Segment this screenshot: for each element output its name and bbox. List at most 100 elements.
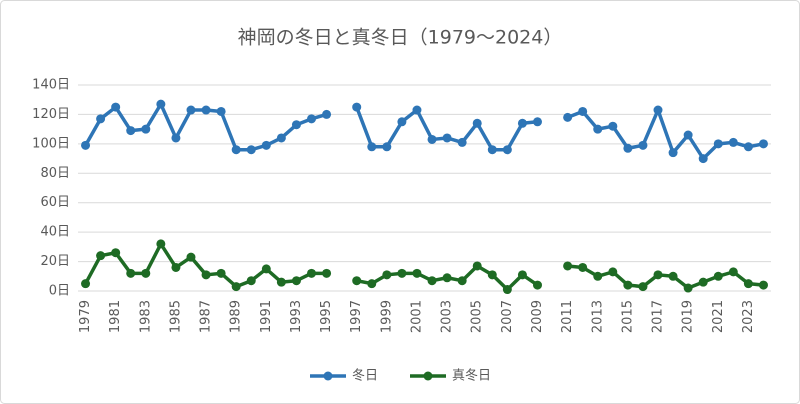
data-point xyxy=(563,112,573,122)
data-point xyxy=(532,117,542,127)
x-tick-label: 1989 xyxy=(229,300,244,333)
y-tick-label: 100日 xyxy=(32,136,70,151)
data-point xyxy=(728,137,738,147)
data-point xyxy=(276,277,286,287)
data-point xyxy=(171,262,181,272)
x-tick-label: 1995 xyxy=(319,300,334,333)
x-tick-label: 1991 xyxy=(259,300,274,333)
data-point xyxy=(216,106,226,116)
data-point xyxy=(638,140,648,150)
x-tick-label: 1981 xyxy=(108,300,123,333)
legend-marker xyxy=(423,371,433,381)
data-point xyxy=(698,154,708,164)
data-point xyxy=(367,142,377,152)
data-point xyxy=(126,268,136,278)
data-point xyxy=(171,133,181,143)
data-point xyxy=(231,145,241,155)
data-point xyxy=(322,268,332,278)
data-point xyxy=(307,114,317,124)
data-point xyxy=(442,133,452,143)
data-point xyxy=(186,252,196,262)
legend-label: 冬日 xyxy=(352,368,378,384)
x-tick-label: 1983 xyxy=(138,300,153,333)
y-tick-label: 0日 xyxy=(49,284,70,299)
data-point xyxy=(96,251,106,261)
data-point xyxy=(593,124,603,134)
x-tick-label: 2023 xyxy=(741,300,756,333)
legend-label: 真冬日 xyxy=(452,368,491,384)
data-point xyxy=(126,126,136,136)
x-tick-label: 2021 xyxy=(711,300,726,333)
x-tick-label: 2013 xyxy=(590,300,605,333)
data-point xyxy=(427,276,437,286)
data-point xyxy=(352,102,362,112)
chart-title: 神岡の冬日と真冬日（1979～2024） xyxy=(238,27,563,49)
x-tick-label: 2003 xyxy=(440,300,455,333)
data-point xyxy=(412,268,422,278)
data-point xyxy=(743,279,753,289)
data-point xyxy=(502,145,512,155)
x-tick-label: 1985 xyxy=(168,300,183,333)
x-tick-label: 2009 xyxy=(530,300,545,333)
data-point xyxy=(397,117,407,127)
data-point xyxy=(487,270,497,280)
data-point xyxy=(201,105,211,115)
y-tick-label: 60日 xyxy=(40,195,70,210)
data-point xyxy=(472,118,482,128)
x-tick-label: 2015 xyxy=(620,300,635,333)
data-point xyxy=(291,120,301,130)
x-tick-label: 1993 xyxy=(289,300,304,333)
data-point xyxy=(382,142,392,152)
x-tick-label: 1997 xyxy=(349,300,364,333)
y-tick-label: 120日 xyxy=(32,107,70,122)
data-point xyxy=(261,264,271,274)
x-tick-label: 1999 xyxy=(379,300,394,333)
data-point xyxy=(397,268,407,278)
data-point xyxy=(728,267,738,277)
data-point xyxy=(472,261,482,271)
data-point xyxy=(216,268,226,278)
data-point xyxy=(156,239,166,249)
y-tick-label: 80日 xyxy=(40,166,70,181)
data-point xyxy=(653,105,663,115)
data-point xyxy=(156,99,166,109)
data-point xyxy=(457,137,467,147)
data-point xyxy=(291,276,301,286)
data-point xyxy=(758,280,768,290)
x-tick-label: 2019 xyxy=(681,300,696,333)
data-point xyxy=(81,279,91,289)
data-point xyxy=(623,280,633,290)
data-point xyxy=(608,267,618,277)
data-point xyxy=(201,270,211,280)
data-point xyxy=(683,130,693,140)
data-point xyxy=(578,106,588,116)
data-point xyxy=(96,114,106,124)
x-tick-label: 2001 xyxy=(409,300,424,333)
data-point xyxy=(713,139,723,149)
data-point xyxy=(608,121,618,131)
x-tick-label: 1979 xyxy=(78,300,93,333)
data-point xyxy=(246,145,256,155)
data-point xyxy=(578,262,588,272)
y-tick-label: 20日 xyxy=(40,254,70,269)
data-point xyxy=(382,270,392,280)
data-point xyxy=(352,276,362,286)
data-point xyxy=(141,268,151,278)
legend-marker xyxy=(323,371,333,381)
data-point xyxy=(517,270,527,280)
data-point xyxy=(668,148,678,158)
data-point xyxy=(653,270,663,280)
data-point xyxy=(623,143,633,153)
data-point xyxy=(427,134,437,144)
data-point xyxy=(698,277,708,287)
data-point xyxy=(532,280,542,290)
data-point xyxy=(758,139,768,149)
x-tick-label: 2017 xyxy=(651,300,666,333)
data-point xyxy=(713,271,723,281)
data-point xyxy=(307,268,317,278)
data-point xyxy=(442,273,452,283)
x-tick-label: 1987 xyxy=(199,300,214,333)
data-point xyxy=(487,145,497,155)
data-point xyxy=(111,102,121,112)
